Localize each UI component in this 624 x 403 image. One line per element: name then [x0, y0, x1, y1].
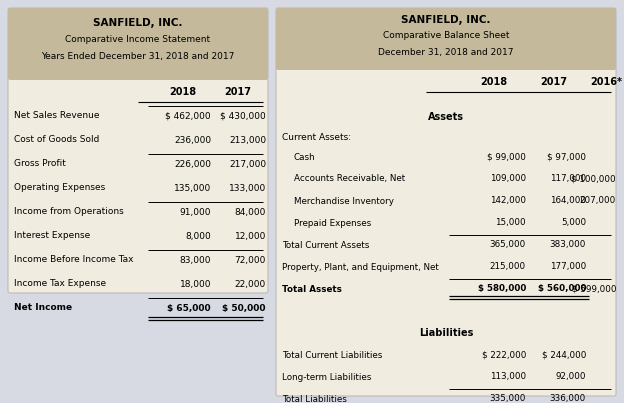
Text: 91,000: 91,000 [180, 208, 211, 216]
Text: Comparative Income Statement: Comparative Income Statement [66, 35, 210, 44]
Text: Assets: Assets [428, 112, 464, 122]
Text: 236,000: 236,000 [174, 135, 211, 145]
Text: Gross Profit: Gross Profit [14, 160, 66, 168]
Text: Total Assets: Total Assets [282, 285, 342, 293]
FancyBboxPatch shape [8, 8, 268, 80]
Text: Current Assets:: Current Assets: [282, 133, 351, 141]
Text: Income Before Income Tax: Income Before Income Tax [14, 256, 134, 264]
Text: Operating Expenses: Operating Expenses [14, 183, 105, 193]
Text: 2018: 2018 [170, 87, 197, 97]
Text: 135,000: 135,000 [173, 183, 211, 193]
Text: 164,000: 164,000 [550, 197, 586, 206]
Text: Accounts Receivable, Net: Accounts Receivable, Net [294, 174, 405, 183]
Text: Cash: Cash [294, 152, 316, 162]
Text: 84,000: 84,000 [235, 208, 266, 216]
Text: 8,000: 8,000 [185, 231, 211, 241]
Text: 383,000: 383,000 [550, 241, 586, 249]
Text: Total Liabilities: Total Liabilities [282, 395, 347, 403]
Text: $ 560,000: $ 560,000 [537, 285, 586, 293]
FancyBboxPatch shape [276, 8, 616, 70]
Text: Years Ended December 31, 2018 and 2017: Years Ended December 31, 2018 and 2017 [41, 52, 235, 62]
Text: 365,000: 365,000 [490, 241, 526, 249]
Text: 22,000: 22,000 [235, 280, 266, 289]
Text: Total Current Assets: Total Current Assets [282, 241, 369, 249]
Text: SANFIELD, INC.: SANFIELD, INC. [401, 15, 490, 25]
Text: 12,000: 12,000 [235, 231, 266, 241]
Text: $ 65,000: $ 65,000 [167, 303, 211, 312]
Text: $ 50,000: $ 50,000 [223, 303, 266, 312]
Text: $ 99,000: $ 99,000 [487, 152, 526, 162]
FancyBboxPatch shape [276, 8, 616, 396]
Text: $ 100,000: $ 100,000 [572, 174, 616, 183]
Text: $ 430,000: $ 430,000 [220, 112, 266, 120]
Text: 2018: 2018 [480, 77, 507, 87]
Text: Cost of Goods Sold: Cost of Goods Sold [14, 135, 99, 145]
Text: Prepaid Expenses: Prepaid Expenses [294, 218, 371, 228]
FancyBboxPatch shape [8, 8, 268, 293]
Text: 2017: 2017 [540, 77, 567, 87]
Text: 177,000: 177,000 [550, 262, 586, 272]
Text: Net Sales Revenue: Net Sales Revenue [14, 112, 99, 120]
Text: 15,000: 15,000 [495, 218, 526, 228]
Text: Liabilities: Liabilities [419, 328, 473, 338]
Text: 335,000: 335,000 [490, 395, 526, 403]
Text: 2017: 2017 [225, 87, 251, 97]
Text: Comparative Balance Sheet: Comparative Balance Sheet [383, 31, 509, 40]
Text: SANFIELD, INC.: SANFIELD, INC. [93, 18, 183, 28]
Text: Merchandise Inventory: Merchandise Inventory [294, 197, 394, 206]
Text: 142,000: 142,000 [490, 197, 526, 206]
Text: 18,000: 18,000 [180, 280, 211, 289]
Text: 72,000: 72,000 [235, 256, 266, 264]
Text: $ 244,000: $ 244,000 [542, 351, 586, 359]
Text: $ 97,000: $ 97,000 [547, 152, 586, 162]
Text: Interest Expense: Interest Expense [14, 231, 90, 241]
Text: 83,000: 83,000 [180, 256, 211, 264]
Text: Income Tax Expense: Income Tax Expense [14, 280, 106, 289]
Text: $ 599,000: $ 599,000 [572, 285, 616, 293]
Text: 213,000: 213,000 [229, 135, 266, 145]
Text: Total Current Liabilities: Total Current Liabilities [282, 351, 383, 359]
Text: 226,000: 226,000 [174, 160, 211, 168]
Text: 117,000: 117,000 [550, 174, 586, 183]
Text: 109,000: 109,000 [490, 174, 526, 183]
Text: Net Income: Net Income [14, 303, 72, 312]
Text: 133,000: 133,000 [229, 183, 266, 193]
Text: $ 580,000: $ 580,000 [477, 285, 526, 293]
Text: 215,000: 215,000 [490, 262, 526, 272]
Text: 2016*: 2016* [590, 77, 622, 87]
Text: 113,000: 113,000 [490, 372, 526, 382]
Text: $ 462,000: $ 462,000 [165, 112, 211, 120]
Text: Long-term Liabilities: Long-term Liabilities [282, 372, 371, 382]
Text: 5,000: 5,000 [561, 218, 586, 228]
Text: December 31, 2018 and 2017: December 31, 2018 and 2017 [378, 48, 514, 56]
Text: Property, Plant, and Equipment, Net: Property, Plant, and Equipment, Net [282, 262, 439, 272]
Text: 92,000: 92,000 [555, 372, 586, 382]
Text: Income from Operations: Income from Operations [14, 208, 124, 216]
Text: 207,000: 207,000 [580, 197, 616, 206]
Text: 217,000: 217,000 [229, 160, 266, 168]
Text: 336,000: 336,000 [550, 395, 586, 403]
Text: $ 222,000: $ 222,000 [482, 351, 526, 359]
